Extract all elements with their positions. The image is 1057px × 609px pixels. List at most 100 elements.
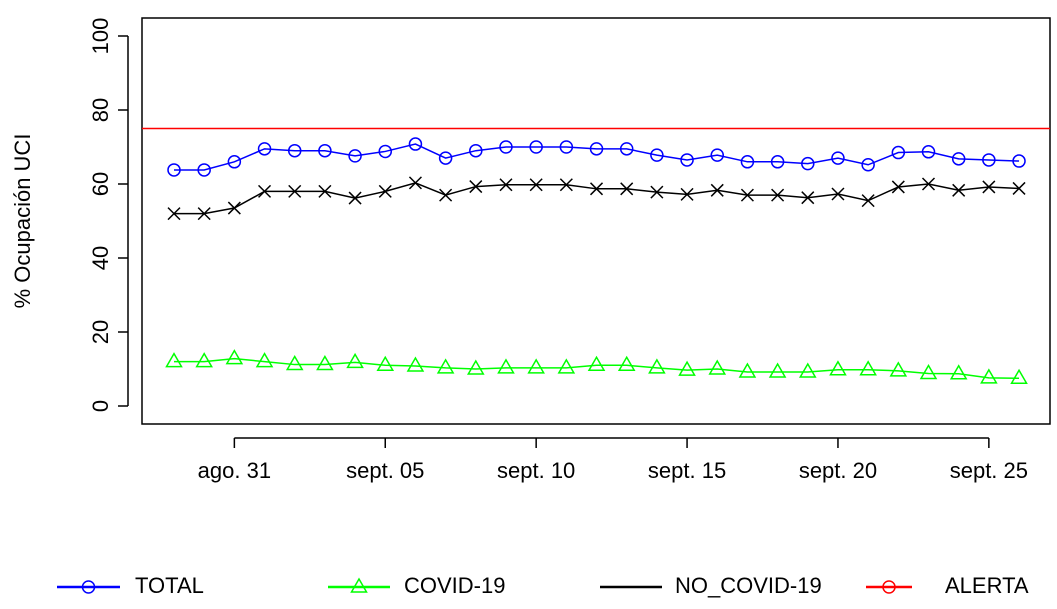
point [225,349,244,365]
point [348,191,362,205]
y-tick-label: 80 [88,98,113,122]
plot-frame [141,17,1051,425]
point [951,152,966,166]
point [831,151,845,165]
point [167,207,181,221]
point [557,358,576,374]
point [801,156,815,171]
legend-label: NO_COVID-19 [675,573,822,598]
point [227,201,241,215]
y-tick-label: 100 [88,18,113,55]
legend-label: ALERTA [945,573,1029,598]
y-tick-label: 40 [88,246,113,270]
point [949,364,968,380]
point [559,140,574,154]
point [801,191,815,205]
point [921,145,936,159]
x-tick-label: sept. 15 [648,458,726,483]
point [831,187,845,201]
point [861,194,875,208]
legend-marker [81,580,96,594]
legend-marker [882,580,896,594]
legend-label: COVID-19 [404,573,505,598]
x-tick-label: sept. 10 [497,458,575,483]
point [469,180,483,194]
point [889,361,908,377]
point [195,352,213,368]
point [859,360,877,376]
point [617,355,636,372]
point [439,188,453,202]
point [438,151,453,165]
point [378,144,393,159]
series-line [174,357,1020,379]
point [680,187,694,201]
series-line [174,143,1020,171]
point [650,185,664,199]
y-tick-label: 20 [88,320,113,344]
point [589,142,604,156]
point [408,137,423,151]
point [467,359,485,375]
point [738,362,757,378]
point [678,360,696,376]
point [318,143,332,158]
point [710,148,724,162]
point [589,182,604,196]
point [197,207,211,221]
point [620,182,634,196]
point [1012,181,1026,195]
point [167,163,181,177]
point [829,360,847,376]
point [408,176,422,190]
point [257,142,272,156]
y-tick-label: 0 [88,400,113,412]
point [346,352,364,369]
point [258,184,272,198]
point [376,355,395,372]
point [227,155,242,169]
point [197,163,211,177]
point [378,184,392,198]
point [619,142,634,156]
point [255,352,274,368]
point [708,359,727,375]
point [499,178,513,192]
point [287,143,302,158]
point [497,358,515,374]
point [982,153,996,167]
point [559,178,573,192]
point [406,356,425,372]
point [436,358,455,374]
x-tick-label: sept. 05 [346,458,424,483]
x-tick-label: ago. 31 [198,458,271,483]
point [316,355,334,371]
point [982,180,996,194]
y-axis-label: % Ocupación UCI [10,134,35,309]
point [798,362,817,378]
point [348,149,362,163]
point [770,155,785,169]
legend-label: TOTAL [135,573,204,598]
point [318,184,332,198]
point [952,183,966,197]
point [771,188,785,202]
x-tick-label: sept. 20 [799,458,877,483]
point [861,158,875,172]
point [527,358,545,374]
point [650,148,664,162]
point [740,155,755,169]
point [165,352,183,368]
point [710,183,724,197]
series-line [174,182,1020,215]
y-tick-label: 60 [88,172,113,196]
point [980,368,998,384]
point [587,355,606,372]
point [288,184,302,198]
x-tick-label: sept. 25 [950,458,1028,483]
point [680,153,694,167]
point [740,188,754,202]
point [529,178,543,192]
point [499,140,513,154]
